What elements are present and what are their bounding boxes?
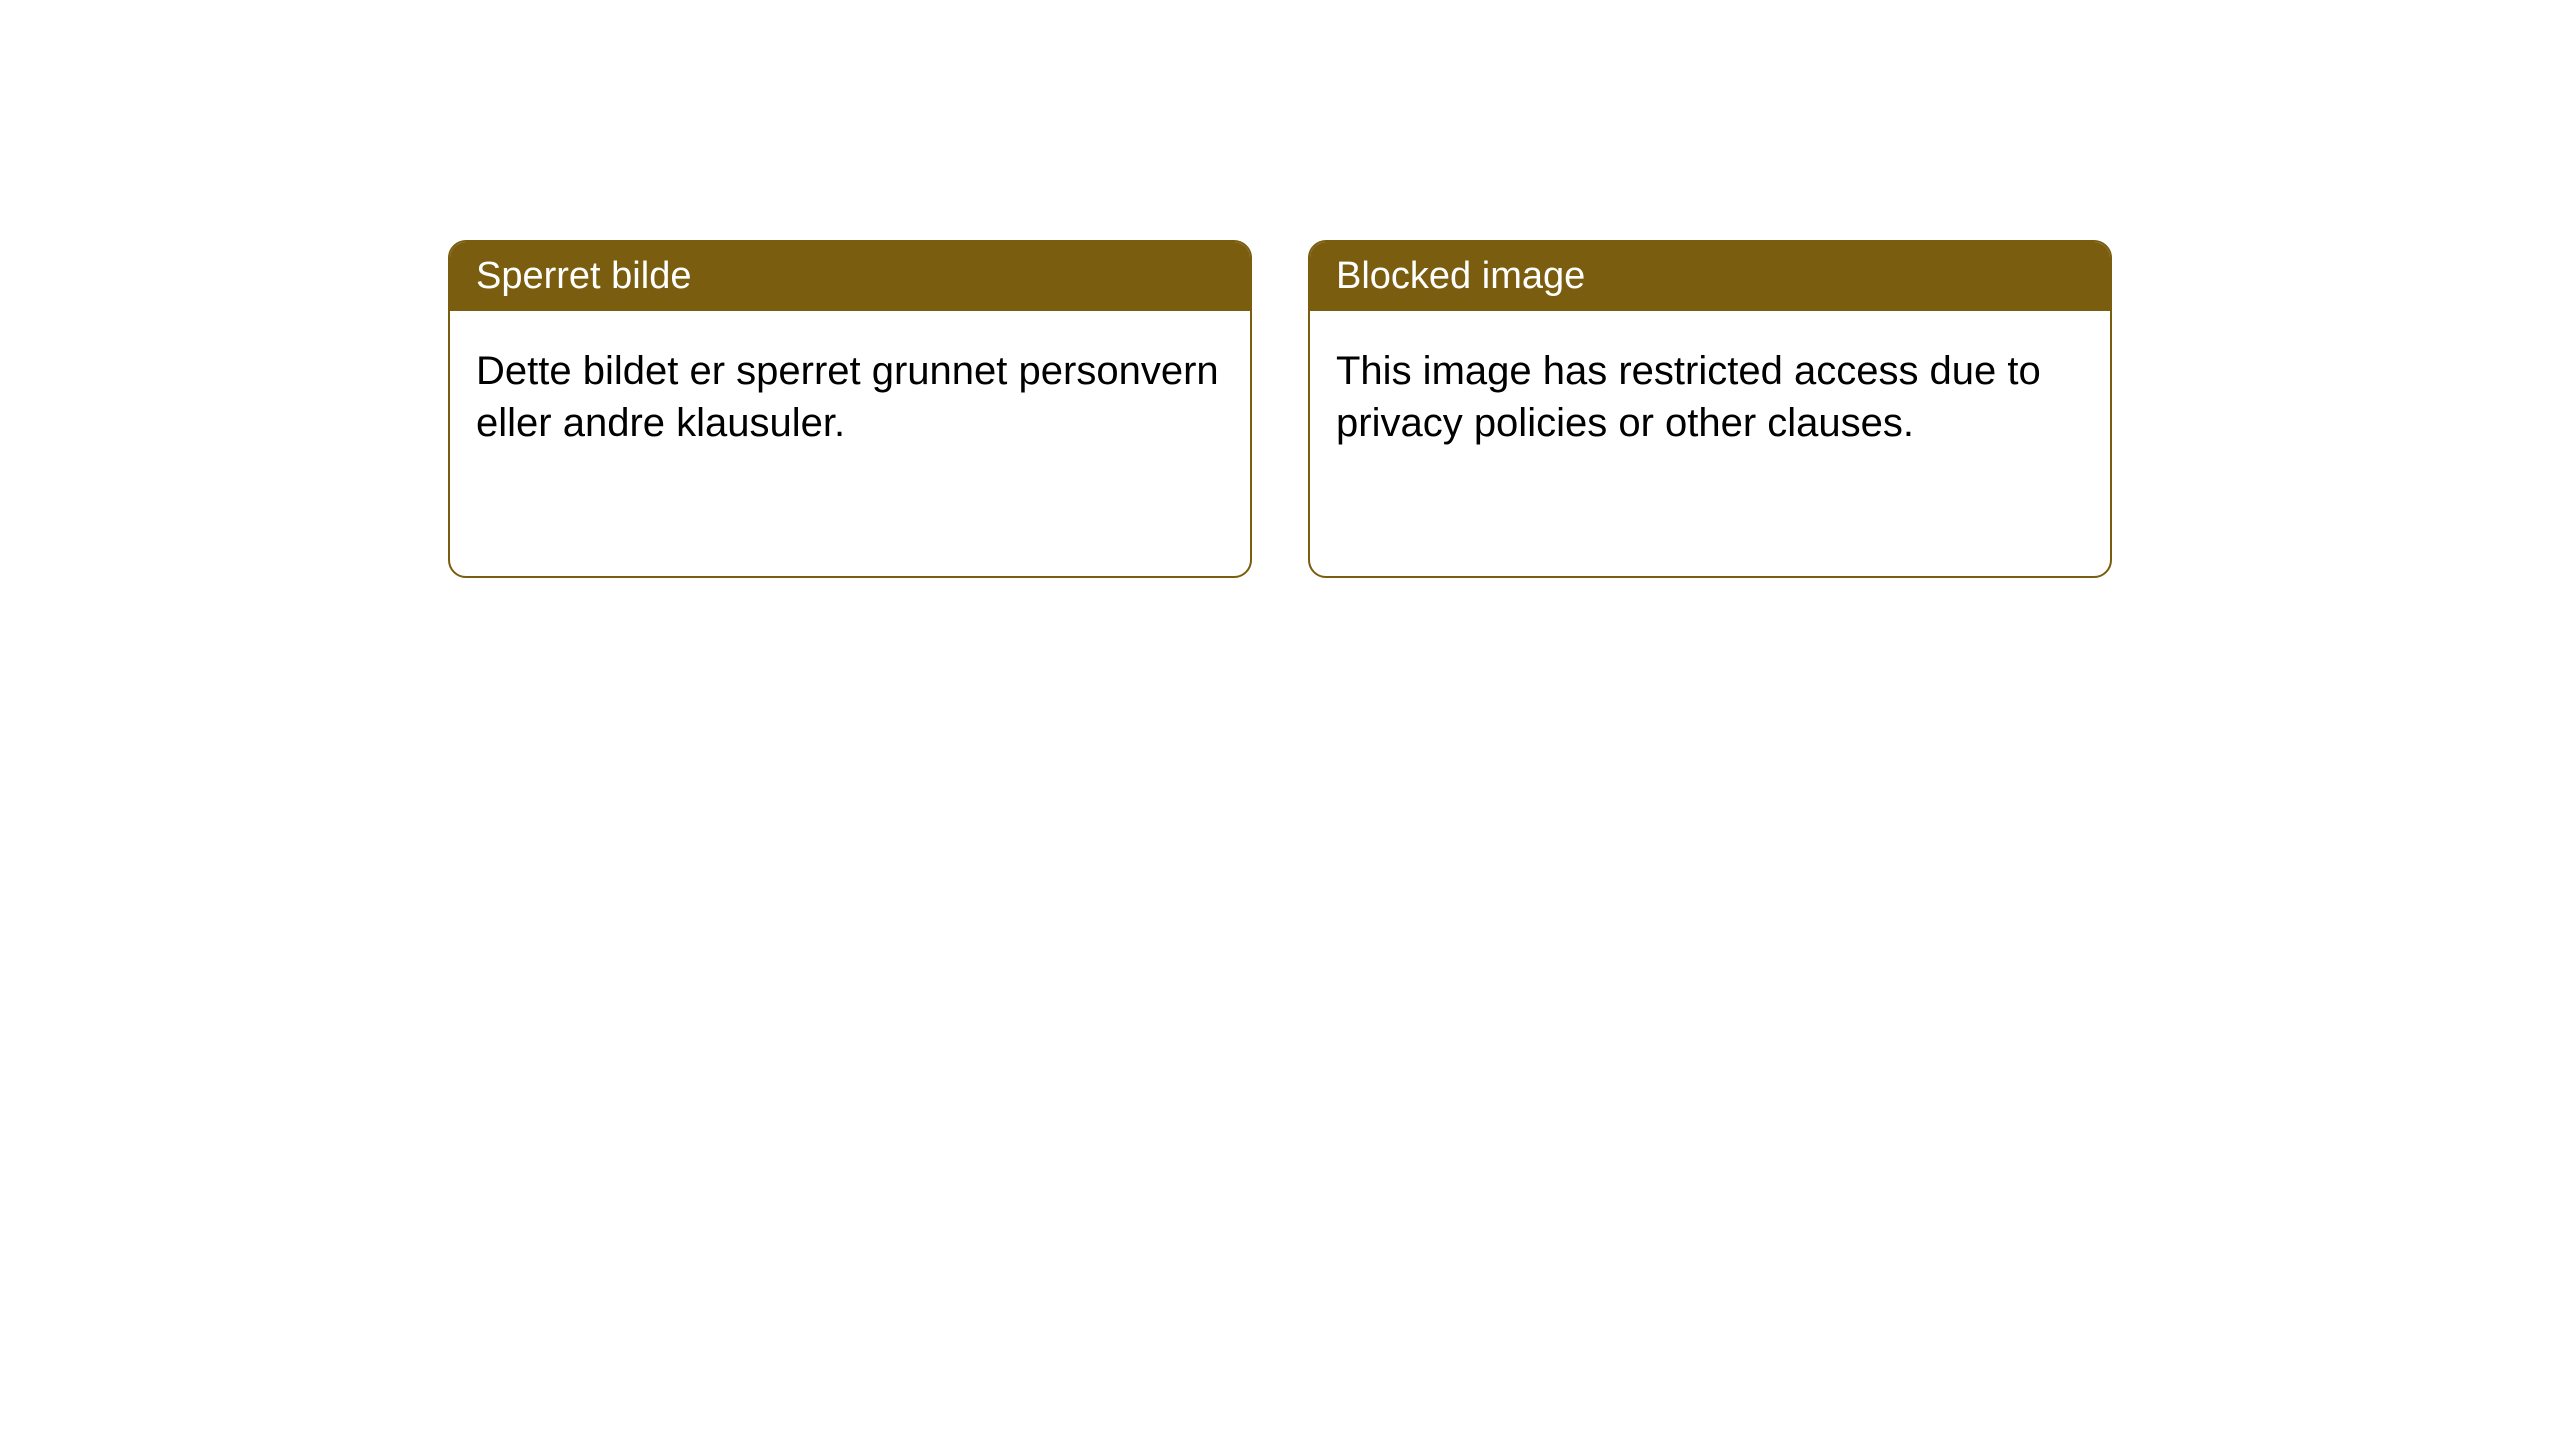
notice-container: Sperret bilde Dette bildet er sperret gr… — [0, 0, 2560, 578]
notice-body-norwegian: Dette bildet er sperret grunnet personve… — [450, 311, 1250, 483]
notice-card-english: Blocked image This image has restricted … — [1308, 240, 2112, 578]
notice-body-english: This image has restricted access due to … — [1310, 311, 2110, 483]
notice-header-norwegian: Sperret bilde — [450, 242, 1250, 311]
notice-card-norwegian: Sperret bilde Dette bildet er sperret gr… — [448, 240, 1252, 578]
notice-header-english: Blocked image — [1310, 242, 2110, 311]
